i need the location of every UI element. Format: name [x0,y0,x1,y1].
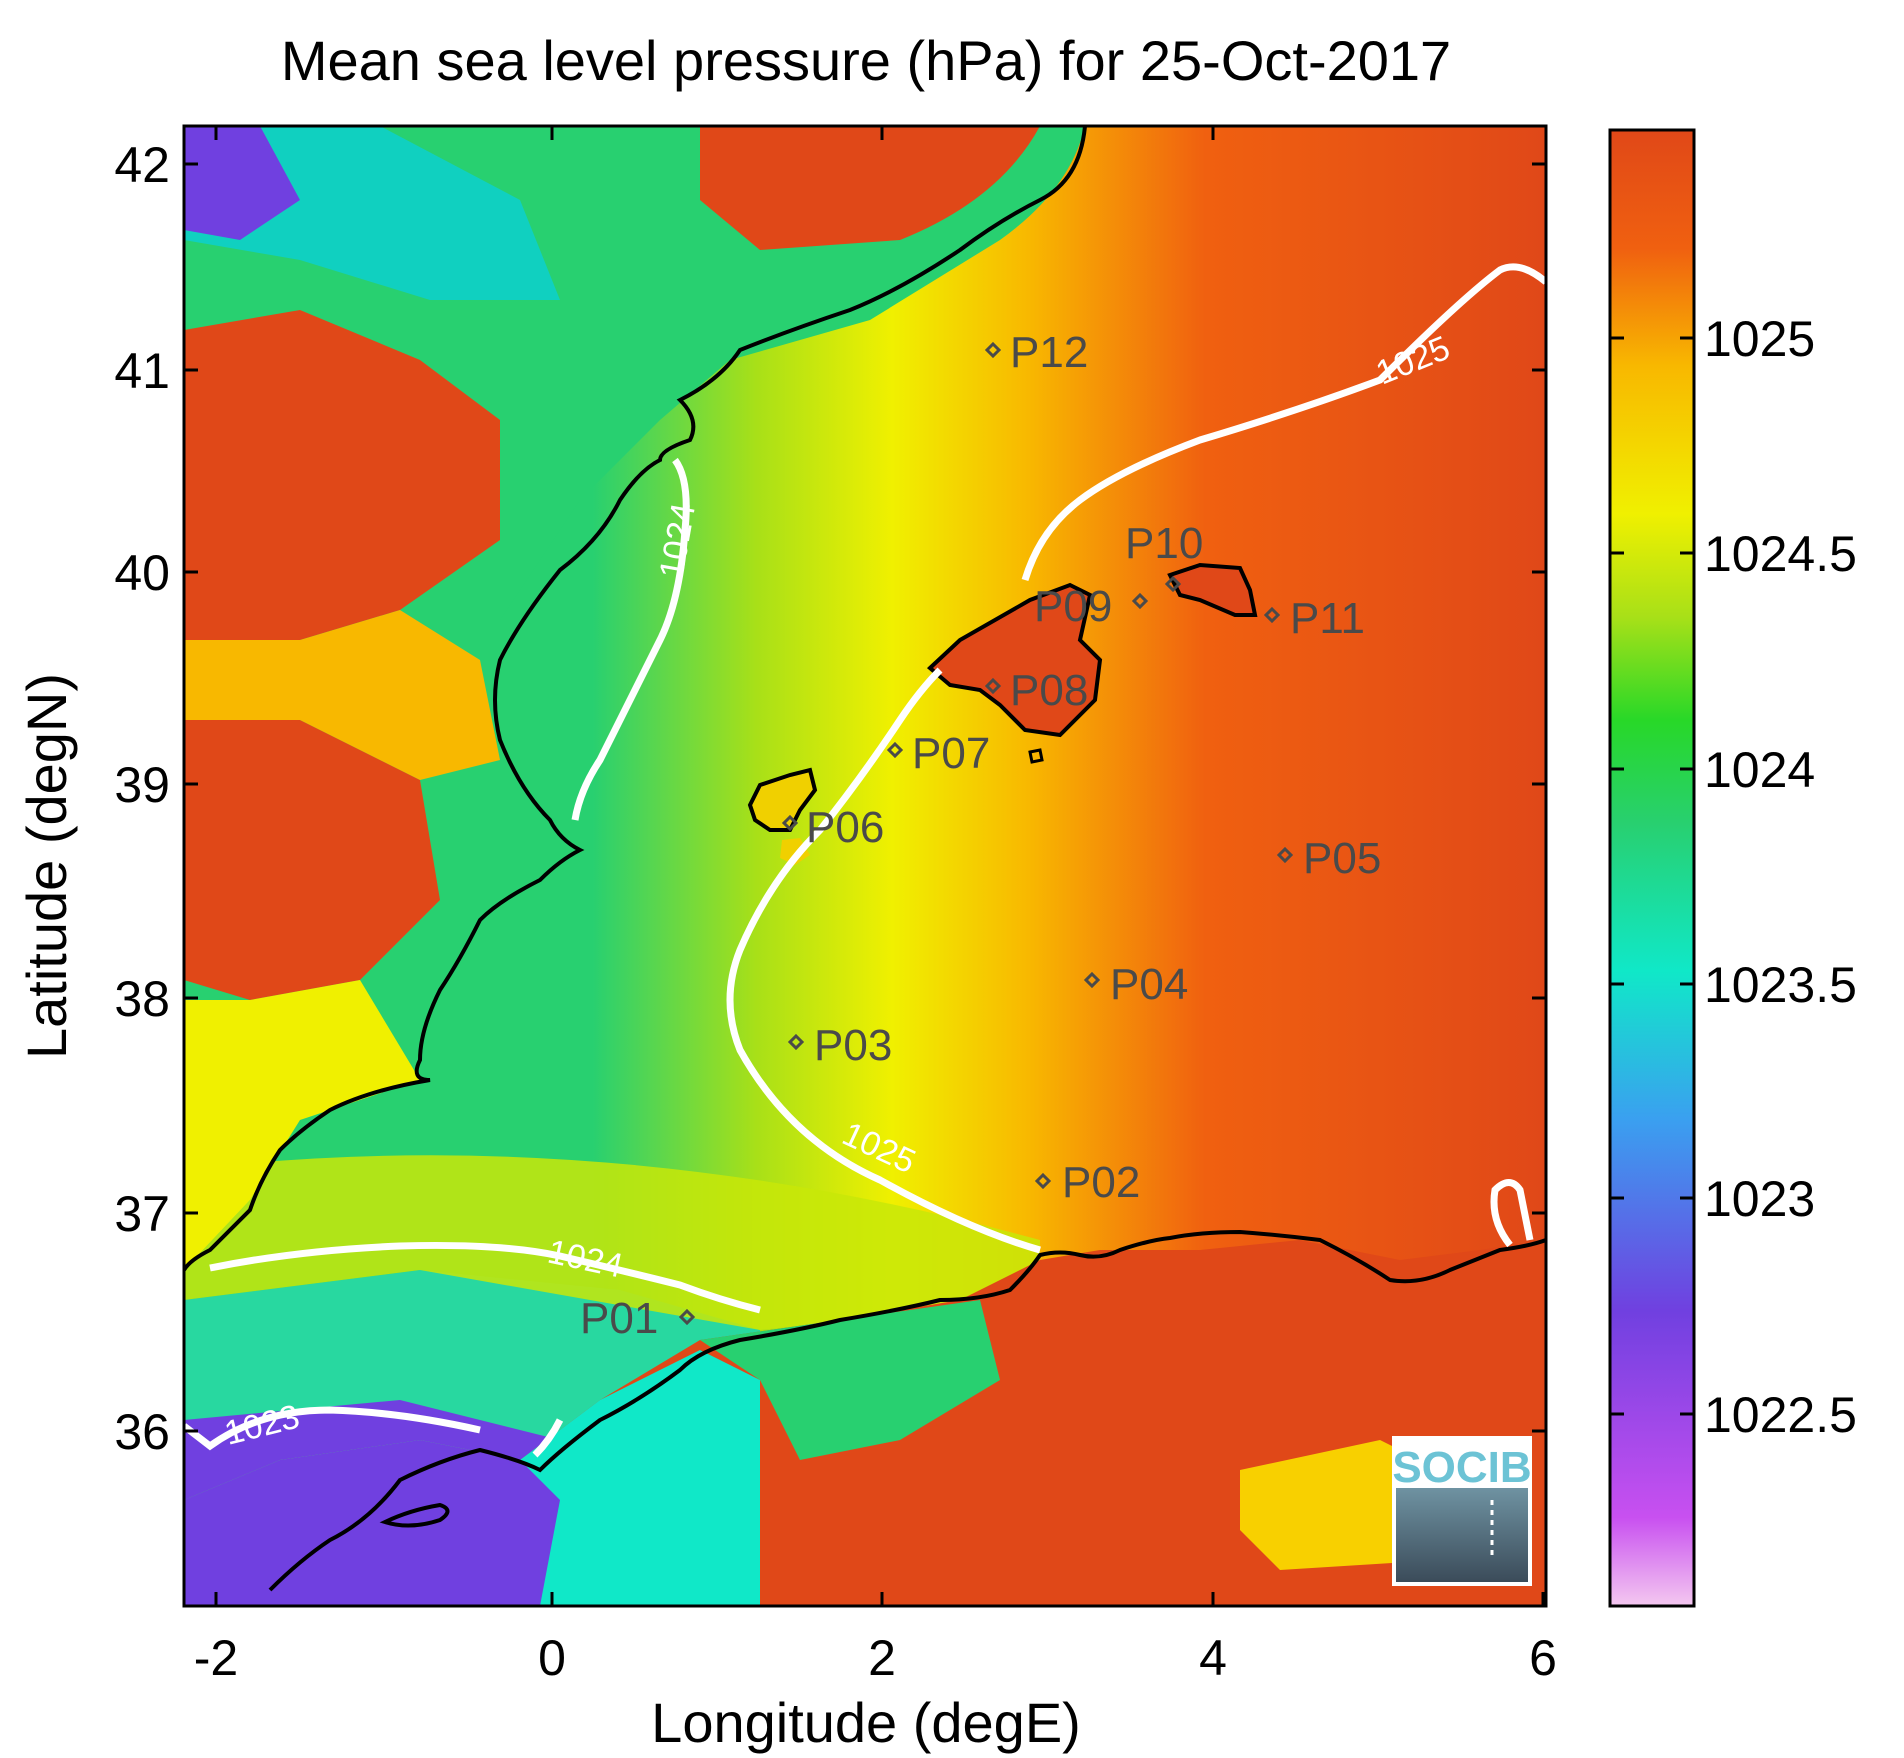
iberia-high-region-1 [184,310,500,640]
stations-layer: P01 P02 P03 P04 P05 P06 P07 P08 [580,328,1381,1343]
station-p01: P01 [580,1294,696,1343]
menorca-coastline [1167,562,1258,617]
station-label-p04: P04 [1110,960,1188,1009]
x-tick-label: -2 [194,1630,238,1686]
contour-1025-east [1490,1179,1534,1248]
y-tick-label: 42 [114,137,170,193]
y-axis: 36 37 38 39 40 41 42 Latitude (degN) [15,137,1546,1460]
africa-purple-region [184,1440,560,1606]
socib-logo: SOCIB [1392,1436,1532,1586]
colorbar: 1022.5 1023 1023.5 1024 1024.5 1025 [1608,128,1857,1608]
x-axis-label: Longitude (degE) [651,1691,1081,1754]
iberia-coastline [184,126,1087,1272]
station-p08: P08 [984,666,1088,715]
station-label-p05: P05 [1303,834,1381,883]
iberia-mixed-region [184,610,500,780]
y-tick-label: 39 [114,757,170,813]
colorbar-tick-label: 1023.5 [1704,957,1857,1013]
alboran-island-coastline [379,1502,450,1528]
africa-green-region [700,1300,1000,1460]
cabrera-coastline [1028,748,1044,764]
y-tick-label: 40 [114,545,170,601]
x-tick-label: 2 [868,1630,896,1686]
contour-1023 [184,1406,564,1458]
map-frame [182,124,1548,1608]
station-label-p10: P10 [1125,519,1203,568]
iberia-north-high [700,126,1040,250]
y-tick-label: 36 [114,1404,170,1460]
iberia-south-yellow [184,980,420,1270]
ibiza-coastline [747,767,818,832]
station-p02: P02 [1034,1158,1140,1207]
station-p09: P09 [1034,582,1149,631]
contour-1025-main [726,263,1546,1254]
colorbar-tick-label: 1024 [1704,742,1815,798]
colorbar-tick-label: 1022.5 [1704,1387,1857,1443]
menorca-island [1170,565,1255,615]
station-label-p01: P01 [580,1294,658,1343]
y-axis-label: Latitude (degN) [15,673,78,1059]
contour-1024-south [209,1241,761,1314]
station-label-p07: P07 [912,729,990,778]
station-label-p03: P03 [814,1021,892,1070]
y-tick-label: 37 [114,1186,170,1242]
station-label-p11: P11 [1290,594,1365,643]
station-p05: P05 [1276,834,1381,883]
station-p06: P06 [781,803,884,852]
map-area: 1024 1025 1025 1024 1023 SOCIB [184,126,1546,1606]
colorbar-tick-label: 1024.5 [1704,526,1857,582]
chart-title: Mean sea level pressure (hPa) for 25-Oct… [281,29,1451,92]
station-p10: P10 [1125,519,1203,593]
iberia-cyan-patch [184,126,300,240]
africa-coastline [268,1229,1546,1592]
mallorca-island [930,585,1100,735]
x-tick-label: 4 [1199,1630,1227,1686]
colorbar-tick-label: 1023 [1704,1171,1815,1227]
station-p03: P03 [787,1021,892,1070]
southern-yellow-band [184,1155,1040,1330]
x-tick-label: 0 [538,1630,566,1686]
y-tick-label: 38 [114,971,170,1027]
station-p11: P11 [1263,594,1365,643]
colorbar-tick-label: 1025 [1704,311,1815,367]
station-label-p12: P12 [1010,328,1088,377]
station-label-p09: P09 [1034,582,1112,631]
station-p12: P12 [984,328,1088,377]
station-label-p06: P06 [806,803,884,852]
contour-1024-north [571,457,690,821]
station-label-p08: P08 [1010,666,1088,715]
x-tick-label: 6 [1529,1630,1557,1686]
socib-logo-text: SOCIB [1392,1443,1531,1492]
station-p07: P07 [886,729,990,778]
y-tick-label: 41 [114,343,170,399]
mallorca-coastline [926,582,1103,738]
station-p04: P04 [1083,960,1188,1009]
colorbar-gradient [1608,128,1696,1608]
station-label-p02: P02 [1062,1158,1140,1207]
iberia-high-region-2 [184,720,440,1000]
x-axis: -2 0 2 4 6 Longitude (degE) [194,126,1557,1754]
